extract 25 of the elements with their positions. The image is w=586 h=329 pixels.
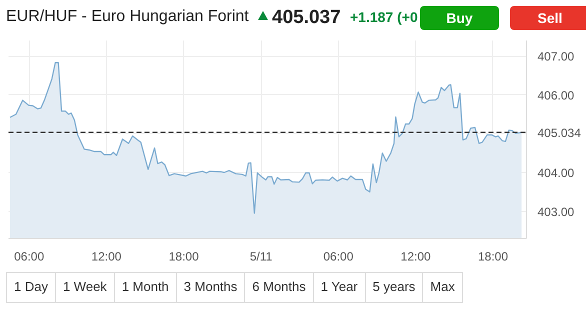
y-tick-label: 404.00 bbox=[538, 166, 575, 180]
text: +1.187 (+0 bbox=[350, 8, 418, 27]
text: Max bbox=[423, 272, 463, 303]
text: 1 Month bbox=[114, 272, 177, 303]
x-tick-label: 06:00 bbox=[323, 250, 354, 264]
x-tick-label: 5/11 bbox=[250, 250, 273, 264]
chart-title: EUR/HUF - Euro Hungarian Forint bbox=[6, 7, 249, 27]
y-tick-label: 403.00 bbox=[538, 204, 575, 219]
text: 405.037 bbox=[272, 6, 341, 30]
y-tick-label: 406.00 bbox=[538, 88, 575, 102]
text: 5 years bbox=[366, 272, 424, 303]
text: 3 Months bbox=[176, 272, 246, 303]
text: Buy bbox=[420, 6, 499, 30]
x-tick-label: 18:00 bbox=[168, 250, 200, 264]
text: 1 Week bbox=[56, 272, 115, 303]
text: 1 Year bbox=[314, 272, 366, 303]
x-tick-label: 18:00 bbox=[478, 250, 508, 264]
x-tick-label: 12:00 bbox=[400, 250, 432, 264]
x-tick-label: 12:00 bbox=[91, 250, 122, 264]
y-tick-label: 407.00 bbox=[538, 50, 575, 64]
ref-line-label: 405.034 bbox=[538, 126, 582, 140]
text: 1 Day bbox=[6, 272, 56, 303]
x-tick-label: 06:00 bbox=[14, 250, 44, 264]
text: 6 Months bbox=[245, 272, 314, 303]
text: Sell bbox=[510, 6, 586, 30]
